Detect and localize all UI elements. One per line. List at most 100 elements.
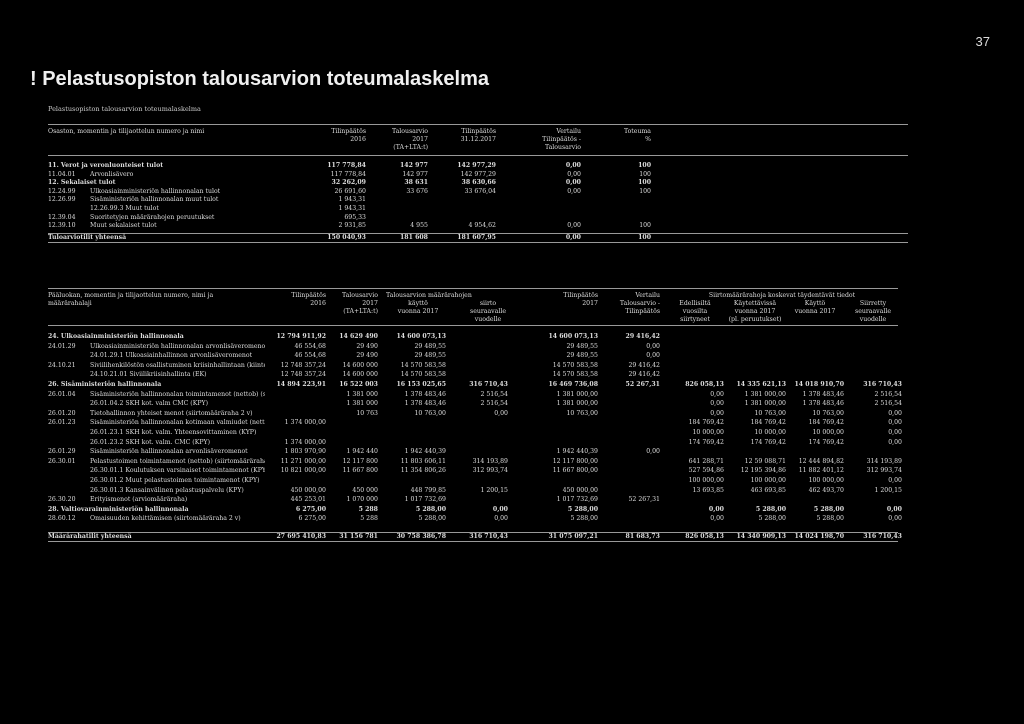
row-code: 26.01.04	[48, 390, 76, 398]
cell-1: 14 600 000	[342, 361, 378, 369]
table-row: 12.39.04 Suoritetyjen määrärahojen peruut…	[48, 214, 908, 223]
cell-8: 5 288,00	[816, 515, 844, 523]
cell-b: 142 977	[402, 170, 428, 178]
cell-c: 142 977,29	[457, 162, 496, 169]
cell-6: 0,00	[708, 505, 724, 513]
col-header-name: Osaston, momentin ja tilijaottelun numer…	[48, 128, 205, 135]
revenue-table-body: 11. Verot ja veronluonteiset tulot 117 77…	[48, 162, 908, 231]
cell-7: 1 381 000,00	[744, 400, 786, 408]
cell-a: 2 931,85	[338, 222, 366, 230]
cell-5: 29 416,42	[628, 371, 661, 379]
cell-3: 2 516,54	[480, 390, 508, 398]
cell-8: 14 018 910,70	[794, 380, 844, 388]
total-d: 0,00	[565, 233, 581, 241]
row-code: 28. Valtiovarainministeriön hallinnonala	[48, 505, 189, 513]
cell-1: 1 381 000	[346, 390, 379, 398]
cell-6: 184 769,42	[688, 419, 724, 427]
cell-8: 10 763,00	[812, 409, 845, 417]
row-name: Sisäministeriön hallinnonalan toimintame…	[90, 390, 265, 398]
cell-3: 0,00	[492, 505, 508, 513]
cell-2: 1 378 483,46	[404, 400, 446, 408]
revenue-total-row: Tuloarviotilit yhteensä 150 040,93 181 608…	[48, 232, 908, 244]
total-label: Tuloarviotilit yhteensä	[48, 233, 127, 241]
cell-0: 12 748 357,24	[280, 361, 326, 369]
row-name: 26.01.04.2 SKH kot. valm CMC (KPY)	[90, 400, 209, 408]
appropriation-table-header: Pääluokan, momentin ja tilijaottelun num…	[48, 288, 898, 326]
cell-4: 450 000,00	[562, 486, 598, 494]
cell-5: 0,00	[646, 352, 660, 360]
row-code: 12.24.99	[48, 187, 76, 195]
cell-c: 33 676,04	[464, 187, 497, 195]
cell-9: 312 993,74	[866, 467, 902, 475]
cell-2: 11 354 806,26	[400, 467, 446, 475]
row-code: 12. Sekalaiset tulot	[48, 179, 116, 187]
cell-3: 0,00	[494, 409, 508, 417]
col-header-kaytettavissa: Käytettävissä vuonna 2017 (pl. peruutuks…	[728, 300, 782, 323]
cell-3: 1 200,15	[480, 486, 508, 494]
table-row: 12.39.10 Muut sekalaiset tulot 2 931,85 4 9…	[48, 222, 908, 231]
revenue-table: Osaston, momentin ja tilijaottelun numer…	[48, 124, 908, 244]
table-row: 24. Ulkoasiainministeriön hallinnonala 12…	[48, 332, 898, 342]
cell-9: 0,00	[888, 438, 902, 446]
cell-4: 1 381 000,00	[556, 400, 598, 408]
total-b: 181 608	[400, 233, 428, 241]
cell-4: 12 117 800,00	[552, 457, 598, 465]
cell-d: 0,00	[567, 170, 581, 178]
cell-1: 11 667 800	[342, 467, 378, 475]
row-code: 24. Ulkoasiainministeriön hallinnonala	[48, 333, 184, 340]
cell-a: 695,33	[344, 213, 366, 221]
cell-c: 142 977,29	[460, 170, 496, 178]
col-header-edell: Edellisiltä vuosilta siirtyneet	[679, 300, 711, 323]
row-name: 26.01.23.2 SKH kot. valm. CMC (KPY)	[90, 438, 210, 446]
cell-2: 5 288,00	[418, 515, 446, 523]
table-row: 12.26.99 Sisäministeriön hallinnonalan mu…	[48, 196, 908, 205]
cell-a: 1 943,31	[338, 204, 366, 212]
table-row: 26.01.04.2 SKH kot. valm CMC (KPY) 1 381 …	[48, 399, 902, 409]
cell-6: 13 693,85	[692, 486, 725, 494]
cell-d: 0,00	[565, 179, 581, 187]
col-header-siirretty: Siirretty seuraavalle vuodelle	[855, 300, 891, 323]
cell-1: 1 381 000	[346, 400, 379, 408]
table-row: 26.01.20 Tietohallinnon yhteiset menot (s…	[48, 409, 902, 419]
cell-7: 14 335 621,13	[736, 380, 786, 388]
table-row: 24.01.29 Ulkoasiainministeriön hallinnona…	[48, 342, 898, 352]
cell-1: 14 600 000	[342, 371, 378, 379]
cell-2: 5 288,00	[415, 505, 446, 513]
total-label: Määrärahatilit yhteensä	[48, 532, 132, 540]
page-number: 37	[975, 34, 990, 49]
row-name: 24.01.29.1 Ulkoasiainhallinnon arvonlisä…	[90, 352, 253, 360]
cell-1: 5 288	[358, 505, 378, 513]
row-code: 26.01.23	[48, 419, 76, 427]
cell-2: 14 570 583,58	[400, 361, 446, 369]
total-a: 150 040,93	[327, 233, 366, 241]
cell-d: 0,00	[567, 222, 581, 230]
col-header-vertailu: Vertailu Talousarvio - Tilinpäätös	[619, 292, 660, 315]
cell-4: 14 570 583,58	[552, 361, 598, 369]
table-row: 26.01.23.2 SKH kot. valm. CMC (KPY) 1 374…	[48, 438, 902, 448]
total-7: 14 340 909,13	[736, 532, 786, 540]
col-header-name: Pääluokan, momentin ja tilijaottelun num…	[48, 292, 214, 307]
cell-0: 1 374 000,00	[284, 438, 326, 446]
row-code: 26.30.20	[48, 496, 76, 504]
total-3: 316 710,43	[469, 532, 508, 540]
table-row: 26. Sisäministeriön hallinnonala 14 894 2…	[48, 380, 902, 390]
cell-4: 1 381 000,00	[556, 390, 598, 398]
row-name: Tietohallinnon yhteiset menot (siirtomää…	[90, 409, 253, 417]
cell-8: 462 493,70	[808, 486, 844, 494]
cell-6: 527 594,86	[688, 467, 724, 475]
page-title: ! Pelastusopiston talousarvion toteumala…	[30, 68, 490, 90]
cell-4: 14 600 073,13	[548, 333, 598, 340]
cell-5: 52 267,31	[625, 380, 660, 388]
cell-4: 14 570 583,58	[552, 371, 598, 379]
cell-0: 14 894 223,91	[276, 380, 326, 388]
col-header-tp2016: Tilinpäätös 2016	[291, 292, 326, 307]
total-2: 30 758 386,78	[396, 532, 446, 540]
cell-0: 46 554,68	[294, 342, 327, 350]
cell-7: 463 693,85	[750, 486, 786, 494]
cell-0: 6 275,00	[298, 515, 326, 523]
cell-1: 12 117 800	[342, 457, 378, 465]
cell-1: 29 490	[356, 352, 378, 360]
col-header-group: Talousarvion määrärahojen	[386, 292, 472, 299]
cell-b: 4 955	[410, 222, 428, 230]
table-row: 26.01.23 Sisäministeriön hallinnonalan ko…	[48, 418, 902, 428]
